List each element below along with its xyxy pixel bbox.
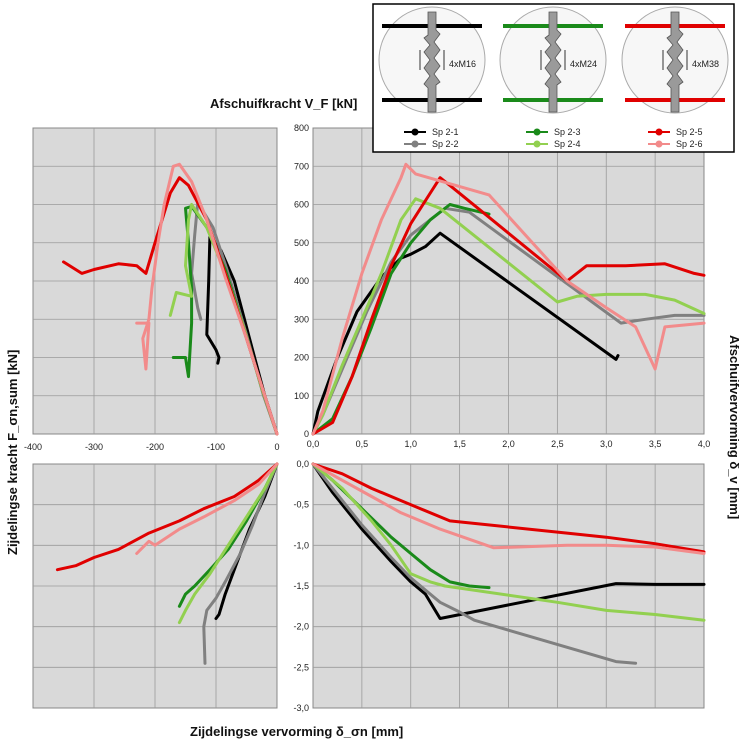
series-line-sp-2-5 xyxy=(55,462,279,572)
y-tick-label: -3,0 xyxy=(293,703,309,713)
legend-entry-sp-2-2: Sp 2-2 xyxy=(404,139,459,149)
x-tick-label: 3,5 xyxy=(649,439,662,449)
shear-deformation-axis-label: Afschuifvervorming δ_v [mm] xyxy=(727,335,739,519)
legend-label: Sp 2-5 xyxy=(676,127,703,137)
series-line-sp-2-1 xyxy=(311,462,706,620)
y-tick-label: 700 xyxy=(294,161,309,171)
series-line-sp-2-5 xyxy=(311,462,706,554)
y-tick-label: -2,0 xyxy=(293,622,309,632)
series-line-sp-2-4 xyxy=(311,197,706,436)
series-line-sp-2-4 xyxy=(311,462,706,622)
x-tick-label: 2,5 xyxy=(551,439,564,449)
legend-label: Sp 2-6 xyxy=(676,139,703,149)
series-line-sp-2-2 xyxy=(202,462,279,665)
y-tick-label: 300 xyxy=(294,314,309,324)
top-right-panel: 0,0 0,5 1,0 1,5 2,0 2,5 3,0 3,5 4,0 0 100 200 300 400… xyxy=(294,123,710,449)
series-line-sp-2-6 xyxy=(135,462,279,555)
lateral-force-axis-label: Zijdelingse kracht F_σn,sum [kN] xyxy=(5,350,20,555)
x-tick-label: 1,5 xyxy=(453,439,466,449)
x-tick-label: 2,0 xyxy=(502,439,515,449)
shear-force-axis-label: Afschuifkracht V_F [kN] xyxy=(210,96,357,111)
x-tick-label: 0,5 xyxy=(356,439,369,449)
bottom-left-panel xyxy=(32,462,279,709)
x-tick-label: 0 xyxy=(274,442,279,452)
y-tick-label: 500 xyxy=(294,238,309,248)
connection-diagram-1: 4xM16 xyxy=(378,6,486,114)
bolt-label: 4xM38 xyxy=(692,59,719,69)
y-tick-label: -2,5 xyxy=(293,662,309,672)
legend: 4xM16 4xM24 4xM38 Sp 2-1 Sp 2-2 Sp 2-3 Sp 2-4… xyxy=(372,3,735,153)
x-tick-label: -400 xyxy=(24,442,42,452)
y-tick-label: 100 xyxy=(294,391,309,401)
bottom-right-panel: 0,0 -0,5 -1,0 -1,5 -2,0 -2,5 -3,0 xyxy=(293,459,706,713)
lateral-deformation-axis-label: Zijdelingse vervorming δ_σn [mm] xyxy=(190,724,403,739)
legend-label: Sp 2-3 xyxy=(554,127,581,137)
series-line-sp-2-5 xyxy=(311,176,706,436)
y-tick-label: -1,5 xyxy=(293,581,309,591)
series-line-sp-2-2 xyxy=(311,462,638,665)
legend-entry-sp-2-3: Sp 2-3 xyxy=(526,127,581,137)
connection-diagram-3: 4xM38 xyxy=(621,6,729,114)
y-tick-label: 800 xyxy=(294,123,309,133)
legend-label: Sp 2-4 xyxy=(554,139,581,149)
legend-entry-sp-2-4: Sp 2-4 xyxy=(526,139,581,149)
y-tick-label: 400 xyxy=(294,276,309,286)
legend-entry-sp-2-5: Sp 2-5 xyxy=(648,127,703,137)
y-tick-label: 0 xyxy=(304,429,309,439)
x-tick-label: 1,0 xyxy=(404,439,417,449)
y-tick-label: -1,0 xyxy=(293,540,309,550)
x-tick-label: 4,0 xyxy=(698,439,711,449)
y-tick-label: 200 xyxy=(294,353,309,363)
bolt-label: 4xM16 xyxy=(449,59,476,69)
y-tick-label: 0,0 xyxy=(296,459,309,469)
x-tick-label: 0,0 xyxy=(307,439,320,449)
x-tick-label: -100 xyxy=(207,442,225,452)
series-line-sp-2-6 xyxy=(135,162,279,436)
y-tick-label: -0,5 xyxy=(293,500,309,510)
y-tick-label: 600 xyxy=(294,200,309,210)
legend-entry-sp-2-6: Sp 2-6 xyxy=(648,139,703,149)
connection-diagram-2: 4xM24 xyxy=(499,6,607,114)
x-tick-label: -200 xyxy=(146,442,164,452)
legend-entry-sp-2-1: Sp 2-1 xyxy=(404,127,459,137)
legend-label: Sp 2-2 xyxy=(432,139,459,149)
series-line-sp-2-6 xyxy=(311,162,706,436)
bolt-label: 4xM24 xyxy=(570,59,597,69)
series-line-sp-2-6 xyxy=(311,462,706,555)
legend-label: Sp 2-1 xyxy=(432,127,459,137)
series-line-sp-2-4 xyxy=(177,462,279,625)
x-tick-label: -300 xyxy=(85,442,103,452)
top-left-panel: -400 -300 -200 -100 0 xyxy=(24,127,280,452)
x-tick-label: 3,0 xyxy=(600,439,613,449)
